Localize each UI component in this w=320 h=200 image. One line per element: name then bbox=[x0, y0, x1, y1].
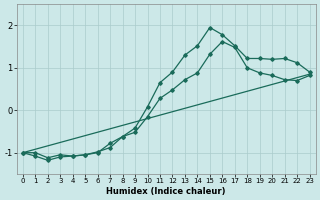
X-axis label: Humidex (Indice chaleur): Humidex (Indice chaleur) bbox=[107, 187, 226, 196]
